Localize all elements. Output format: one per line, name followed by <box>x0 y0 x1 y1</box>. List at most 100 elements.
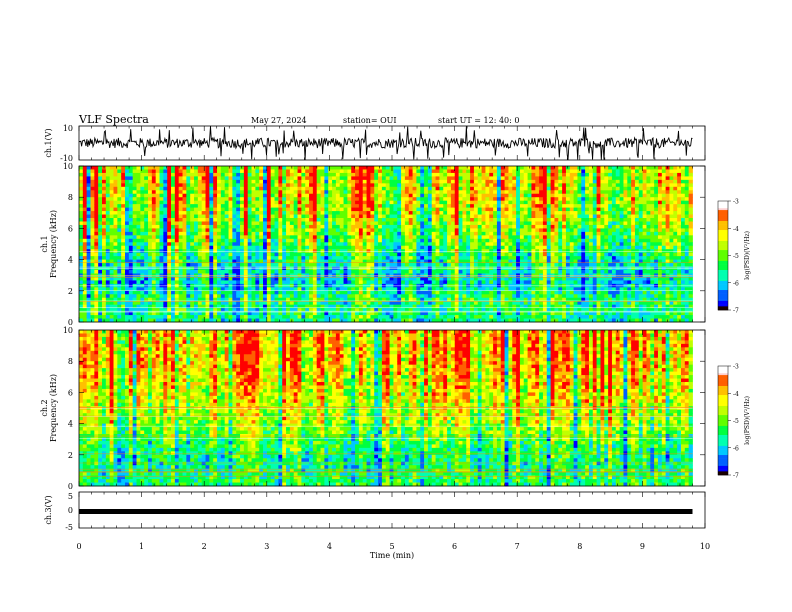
ch1-spectrogram-cell <box>263 308 268 312</box>
ch1-spectrogram-cell <box>374 276 379 281</box>
ch1-spectrogram-cell <box>431 301 436 306</box>
ch1-spectrogram-cell <box>251 183 256 188</box>
ch1-spectrogram-cell <box>102 204 107 208</box>
ch1-spectrogram-cell <box>86 218 91 222</box>
ch1-spectrogram-cell <box>370 221 375 226</box>
ch1-spectrogram-cell <box>243 235 249 240</box>
ch1-spectrogram-cell <box>374 249 379 254</box>
ch1-spectrogram-cell <box>148 242 153 247</box>
ch1-spectrogram-cell <box>458 252 463 257</box>
ch1-spectrogram-cell <box>86 221 91 226</box>
ch1-spectrogram-cell <box>240 256 245 260</box>
ch1-spectrogram-cell <box>79 176 84 181</box>
ch1-spectrogram-cell <box>404 276 410 281</box>
ch1-spectrogram-cell <box>109 186 114 191</box>
ch1-spectrogram-cell <box>473 183 479 188</box>
ch1-spectrogram-cell <box>79 179 84 184</box>
ch1-spectrogram-cell <box>220 221 226 226</box>
ch1-spectrogram-cell <box>148 200 153 205</box>
ch1-spectrogram-cell <box>240 301 245 306</box>
ch1-spectrogram-cell <box>125 211 130 215</box>
ch1-spectrogram-cell <box>412 259 417 264</box>
ch1-spectrogram-cell <box>431 166 436 170</box>
ch1-spectrogram-cell <box>148 190 153 195</box>
ch1-spectrogram-cell <box>470 263 475 267</box>
ch1-spectrogram-cell <box>374 176 379 181</box>
ch1-spectrogram-cell <box>117 204 122 208</box>
ch1-spectrogram-cell <box>416 315 421 319</box>
ch1-spectrogram-cell <box>125 308 130 312</box>
ch1-spectrogram-cell <box>121 301 126 306</box>
ch1-spectrogram-cell <box>220 304 226 309</box>
ch1-spectrogram-cell <box>470 186 475 191</box>
ch1-spectrogram-cell <box>148 193 153 198</box>
ch1-spectrogram-cell <box>385 311 390 316</box>
ch1-spectrogram-cell <box>293 256 298 260</box>
ch1-spectrogram-cell <box>416 252 421 257</box>
ch1-spectrogram-cell <box>305 214 310 219</box>
ch1-spectrogram-cell <box>140 290 145 295</box>
ch1-spectrogram-cell <box>251 280 256 285</box>
ch1-spectrogram-cell <box>144 228 149 233</box>
ch1-spectrogram-cell <box>466 197 471 202</box>
ch1-spectrogram-cell <box>493 224 498 229</box>
ch1-spectrogram-cell <box>125 190 130 195</box>
ch1-spectrogram-cell <box>240 183 245 188</box>
ch1-spectrogram-cell <box>351 193 356 198</box>
ch1-spectrogram-cell <box>159 308 164 312</box>
ch1-spectrogram-cell <box>220 245 226 250</box>
ch1-spectrogram-cell <box>416 290 421 295</box>
ch1-spectrogram-cell <box>201 318 206 323</box>
ch1-spectrogram-cell <box>171 169 176 174</box>
ch1-spectrogram-cell <box>385 318 390 323</box>
ch1-spectrogram-cell <box>205 169 210 174</box>
ch1-spectrogram-cell <box>270 245 275 250</box>
ch1-spectrogram-cell <box>477 270 482 274</box>
ch1-spectrogram-cell <box>278 308 283 312</box>
ch1-spectrogram-cell <box>128 259 134 264</box>
ch1-spectrogram-cell <box>397 290 402 295</box>
ch1-spectrogram-cell <box>217 172 222 177</box>
ch1-spectrogram-cell <box>316 221 321 226</box>
ch1-spectrogram-cell <box>412 214 417 219</box>
ch1-spectrogram-cell <box>144 183 149 188</box>
ch1-spectrogram-cell <box>339 263 344 267</box>
ch1-spectrogram-cell <box>297 290 302 295</box>
ch1-spectrogram-cell <box>381 183 387 188</box>
ch1-spectrogram-cell <box>335 197 341 202</box>
ch1-spectrogram-cell <box>140 304 145 309</box>
ch1-spectrogram-cell <box>148 228 153 233</box>
ch1-spectrogram-cell <box>125 179 130 184</box>
ch1-spectrogram-cell <box>159 231 164 236</box>
ch1-spectrogram-cell <box>102 290 107 295</box>
ch1-spectrogram-cell <box>240 190 245 195</box>
ch1-spectrogram-cell <box>493 166 498 170</box>
ch1-spectrogram-cell <box>485 197 490 202</box>
ch1-spectrogram-cell <box>94 204 99 208</box>
ch1-spectrogram-cell <box>297 245 302 250</box>
ch1-spectrogram-cell <box>228 190 233 195</box>
ch1-spectrogram-cell <box>213 315 218 319</box>
ch1-spectrogram-cell <box>328 224 333 229</box>
ch1-spectrogram-cell <box>163 259 168 264</box>
ch1-spectrogram-cell <box>98 231 103 236</box>
ch1-spectrogram-cell <box>174 318 180 323</box>
ch1-spectrogram-cell <box>278 242 283 247</box>
ch1-spectrogram-cell <box>427 259 433 264</box>
ch1-spectrogram-cell <box>90 252 95 257</box>
ch1-spectrogram-cell <box>328 242 333 247</box>
ch1-spectrogram-cell <box>439 315 444 319</box>
ch1-spectrogram-cell <box>408 228 413 233</box>
ch1-spectrogram-cell <box>159 294 164 299</box>
ch1-spectrogram-cell <box>332 280 337 285</box>
ch1-spectrogram-cell <box>259 231 264 236</box>
ch1-spectrogram-cell <box>485 308 490 312</box>
ch1-spectrogram-cell <box>485 252 490 257</box>
ch1-spectrogram-cell <box>462 207 467 212</box>
ch1-spectrogram-cell <box>251 242 256 247</box>
ch1-spectrogram-cell <box>362 207 367 212</box>
ch1-spectrogram-cell <box>443 252 448 257</box>
ch1-spectrogram-cell <box>232 176 237 181</box>
ch1-spectrogram-cell <box>389 315 394 319</box>
ch1-spectrogram-cell <box>205 197 210 202</box>
